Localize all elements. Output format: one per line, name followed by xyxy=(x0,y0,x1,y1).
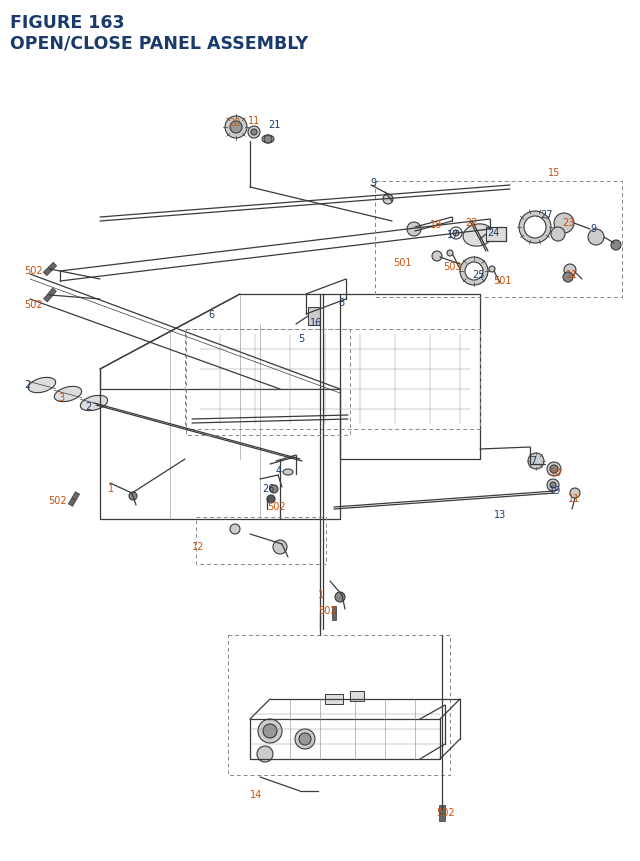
Text: 502: 502 xyxy=(24,266,43,276)
Text: 503: 503 xyxy=(443,262,461,272)
Text: 14: 14 xyxy=(250,789,262,799)
Circle shape xyxy=(528,454,544,469)
Circle shape xyxy=(564,264,576,276)
Circle shape xyxy=(230,122,242,133)
Bar xyxy=(325,694,343,704)
Circle shape xyxy=(335,592,345,603)
Text: 502: 502 xyxy=(318,605,337,616)
Text: 502: 502 xyxy=(436,807,454,817)
Circle shape xyxy=(295,729,315,749)
Circle shape xyxy=(432,251,442,262)
Circle shape xyxy=(489,267,495,273)
Bar xyxy=(308,307,320,325)
Text: FIGURE 163: FIGURE 163 xyxy=(10,14,125,32)
Text: 1: 1 xyxy=(108,483,114,493)
Text: 20: 20 xyxy=(228,118,241,127)
Text: 501: 501 xyxy=(393,257,412,268)
Circle shape xyxy=(258,719,282,743)
Ellipse shape xyxy=(28,378,56,393)
Circle shape xyxy=(273,541,287,554)
Polygon shape xyxy=(332,606,337,620)
Text: 11: 11 xyxy=(568,493,580,504)
Circle shape xyxy=(460,257,488,286)
Text: 8: 8 xyxy=(338,298,344,307)
Text: 11: 11 xyxy=(248,116,260,126)
Text: 21: 21 xyxy=(268,120,280,130)
Circle shape xyxy=(257,746,273,762)
Text: 17: 17 xyxy=(447,230,460,239)
Text: 502: 502 xyxy=(24,300,43,310)
Text: 23: 23 xyxy=(562,218,574,228)
Text: 18: 18 xyxy=(430,220,442,230)
Circle shape xyxy=(129,492,137,500)
Bar xyxy=(486,228,506,242)
Text: 1: 1 xyxy=(318,589,324,599)
Circle shape xyxy=(264,136,272,144)
Circle shape xyxy=(550,482,556,488)
Circle shape xyxy=(267,495,275,504)
Text: 27: 27 xyxy=(540,210,552,220)
Text: 5: 5 xyxy=(298,333,304,344)
Circle shape xyxy=(263,724,277,738)
Text: 7: 7 xyxy=(530,455,536,466)
Text: 9: 9 xyxy=(590,224,596,233)
Circle shape xyxy=(570,488,580,499)
Text: 6: 6 xyxy=(208,310,214,319)
Bar xyxy=(350,691,364,701)
Text: 19: 19 xyxy=(549,486,561,495)
Ellipse shape xyxy=(283,469,293,475)
Text: 26: 26 xyxy=(262,483,275,493)
Text: 2: 2 xyxy=(24,380,30,389)
Circle shape xyxy=(551,228,565,242)
Text: 22: 22 xyxy=(465,218,477,228)
Polygon shape xyxy=(44,263,57,276)
Text: 2: 2 xyxy=(85,401,92,412)
Circle shape xyxy=(547,462,561,476)
Text: 502: 502 xyxy=(267,501,285,511)
Circle shape xyxy=(383,195,393,205)
Text: 16: 16 xyxy=(310,318,323,328)
Circle shape xyxy=(407,223,421,237)
Text: 501: 501 xyxy=(493,276,511,286)
Circle shape xyxy=(588,230,604,245)
Circle shape xyxy=(547,480,559,492)
Text: 502: 502 xyxy=(48,495,67,505)
Ellipse shape xyxy=(54,387,82,402)
Text: 15: 15 xyxy=(548,168,561,177)
Circle shape xyxy=(251,130,257,136)
Ellipse shape xyxy=(463,225,493,247)
Circle shape xyxy=(270,486,278,493)
Polygon shape xyxy=(68,492,79,507)
Text: 9: 9 xyxy=(370,177,376,188)
Circle shape xyxy=(550,466,558,474)
Circle shape xyxy=(447,251,453,257)
Ellipse shape xyxy=(81,396,108,412)
Text: OPEN/CLOSE PANEL ASSEMBLY: OPEN/CLOSE PANEL ASSEMBLY xyxy=(10,34,308,52)
Circle shape xyxy=(519,212,551,244)
Circle shape xyxy=(563,273,573,282)
Circle shape xyxy=(554,214,574,233)
Ellipse shape xyxy=(262,136,274,144)
Circle shape xyxy=(453,231,459,237)
Circle shape xyxy=(248,127,260,139)
Text: 13: 13 xyxy=(494,510,506,519)
Text: 24: 24 xyxy=(487,228,499,238)
Text: 10: 10 xyxy=(550,468,563,478)
Circle shape xyxy=(611,241,621,251)
Text: 3: 3 xyxy=(58,393,64,403)
Polygon shape xyxy=(44,288,56,302)
Circle shape xyxy=(230,524,240,535)
Text: 25: 25 xyxy=(472,269,484,280)
Text: 11: 11 xyxy=(566,269,579,280)
Circle shape xyxy=(524,217,546,238)
Text: 12: 12 xyxy=(192,542,204,551)
Text: 4: 4 xyxy=(276,466,282,475)
Circle shape xyxy=(225,117,247,139)
Circle shape xyxy=(465,263,483,281)
Circle shape xyxy=(299,734,311,745)
Polygon shape xyxy=(439,805,445,821)
